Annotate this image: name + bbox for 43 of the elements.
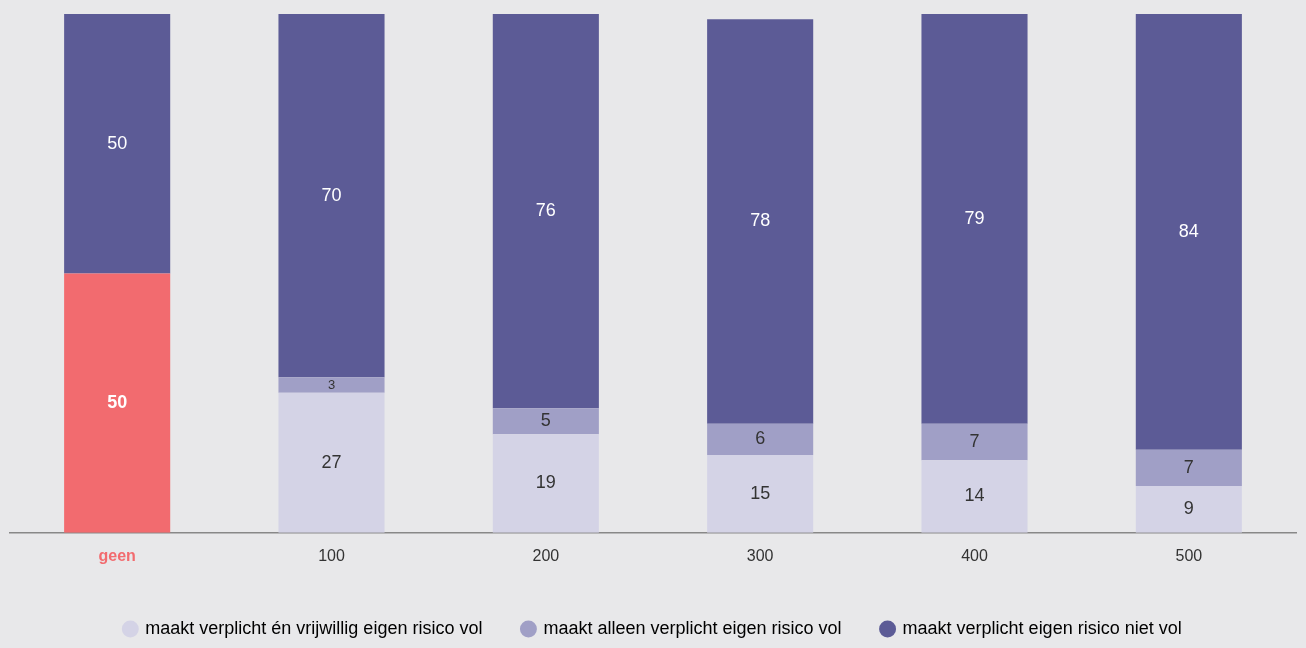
- bar: [1135, 14, 1242, 450]
- bar: [64, 273, 171, 533]
- x-tick-label: 300: [746, 546, 774, 564]
- data-label: 3: [327, 376, 336, 392]
- legend-label: maakt verplicht én vrijwillig eigen risico vol: [145, 617, 483, 638]
- x-tick-label: 100: [318, 546, 345, 564]
- legend-label: maakt verplicht eigen risico niet vol: [902, 617, 1182, 638]
- bar: [707, 19, 814, 424]
- data-label: 70: [321, 184, 342, 205]
- bar: [707, 454, 814, 533]
- data-label: 50: [107, 392, 128, 413]
- bar: [278, 14, 385, 378]
- data-label: 15: [750, 482, 771, 503]
- x-tick-label: 400: [961, 546, 988, 564]
- data-label: 6: [755, 428, 766, 449]
- bar: [278, 377, 385, 393]
- data-label: 7: [969, 430, 980, 451]
- bar: [492, 14, 599, 409]
- x-tick-label: 200: [532, 546, 560, 564]
- data-label: 14: [964, 485, 985, 506]
- data-label: 19: [535, 472, 556, 493]
- bar: [921, 14, 1028, 424]
- x-tick-label: geen: [98, 546, 136, 564]
- data-label: 84: [1178, 220, 1199, 241]
- data-label: 7: [1183, 456, 1194, 477]
- bar: [921, 460, 1028, 533]
- data-label: 9: [1183, 498, 1194, 519]
- data-label: 78: [750, 210, 771, 231]
- bar: [1135, 486, 1242, 533]
- bar: [492, 434, 599, 533]
- bar: [1135, 449, 1242, 487]
- bar: [492, 408, 599, 435]
- data-label: 50: [107, 132, 128, 153]
- x-tick-label: 500: [1175, 546, 1203, 564]
- data-label: 5: [540, 410, 551, 431]
- legend-label: maakt alleen verplicht eigen risico vol: [543, 617, 842, 638]
- bar: [921, 423, 1028, 461]
- bar: [707, 423, 814, 455]
- data-label: 76: [535, 200, 556, 221]
- bar: [278, 392, 385, 533]
- data-label: 27: [321, 451, 342, 472]
- data-label: 79: [964, 207, 985, 228]
- bar: [64, 14, 171, 274]
